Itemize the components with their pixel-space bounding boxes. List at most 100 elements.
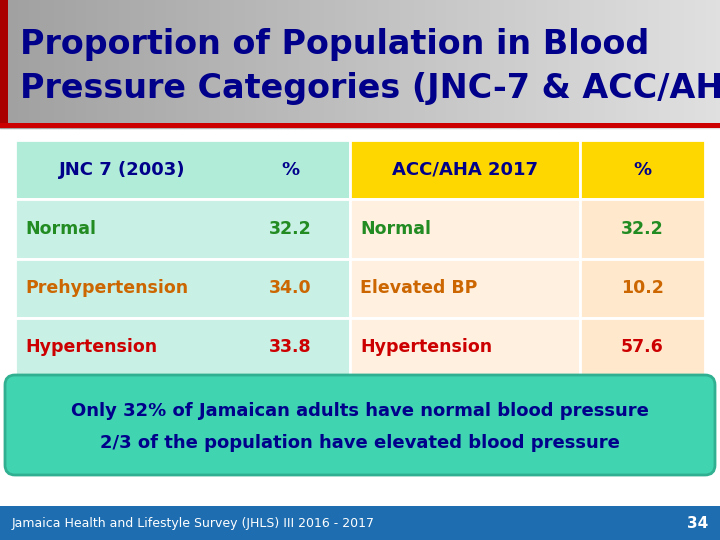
Bar [353, 0, 356, 128]
Bar [169, 0, 173, 128]
Bar [245, 0, 248, 128]
Bar [331, 0, 335, 128]
Text: 32.2: 32.2 [269, 220, 311, 238]
Bar [461, 0, 464, 128]
Bar [234, 0, 238, 128]
Bar [22, 0, 25, 128]
Bar [529, 0, 533, 128]
Bar [454, 0, 457, 128]
Bar [104, 0, 108, 128]
Bar [562, 0, 565, 128]
Bar [392, 0, 396, 128]
Bar [468, 0, 472, 128]
Bar [0, 506, 720, 540]
Bar [515, 0, 518, 128]
Bar [536, 0, 540, 128]
Bar [508, 0, 511, 128]
Bar [158, 0, 162, 128]
Bar [472, 0, 475, 128]
Bar [410, 0, 414, 128]
Bar [626, 0, 630, 128]
Bar [652, 0, 655, 128]
Bar [184, 0, 187, 128]
Bar [212, 0, 216, 128]
Bar [50, 0, 54, 128]
Bar [191, 0, 194, 128]
Bar [310, 0, 313, 128]
Bar [202, 0, 205, 128]
Bar [680, 0, 684, 128]
Bar [540, 0, 544, 128]
Bar [504, 0, 508, 128]
Bar [40, 0, 43, 128]
Bar [637, 0, 641, 128]
Bar [0, 0, 8, 128]
Bar [137, 0, 140, 128]
Bar [580, 140, 705, 199]
Bar [551, 0, 554, 128]
Bar [238, 0, 241, 128]
Bar [648, 0, 652, 128]
Bar [162, 0, 166, 128]
Bar [641, 0, 644, 128]
Bar [350, 140, 580, 199]
Bar [130, 0, 133, 128]
Bar [216, 0, 220, 128]
Bar [482, 0, 486, 128]
Text: 10.2: 10.2 [621, 279, 664, 297]
Bar [194, 0, 198, 128]
Bar [122, 0, 126, 128]
Bar [493, 0, 497, 128]
Bar [554, 0, 558, 128]
Bar [14, 0, 18, 128]
Bar [86, 0, 90, 128]
Bar [464, 0, 468, 128]
Bar [155, 0, 158, 128]
Bar [112, 0, 115, 128]
Bar [72, 0, 76, 128]
Bar [76, 0, 79, 128]
Bar [590, 0, 594, 128]
Text: JNC 7 (2003): JNC 7 (2003) [59, 160, 186, 179]
Text: 32.2: 32.2 [621, 220, 664, 238]
Bar [403, 0, 407, 128]
Bar [569, 0, 572, 128]
Text: Normal: Normal [25, 220, 96, 238]
Text: Jamaica Health and Lifestyle Survey (JHLS) III 2016 - 2017: Jamaica Health and Lifestyle Survey (JHL… [12, 516, 375, 530]
Bar [263, 0, 266, 128]
Bar [346, 0, 349, 128]
Bar [90, 0, 94, 128]
Bar [11, 0, 14, 128]
Bar [119, 0, 122, 128]
Bar [583, 0, 587, 128]
Bar [490, 0, 493, 128]
Bar [677, 0, 680, 128]
Bar [83, 0, 86, 128]
Bar [259, 0, 263, 128]
Bar [486, 0, 490, 128]
Bar [342, 0, 346, 128]
Bar [61, 0, 65, 128]
Bar [350, 318, 580, 377]
Bar [173, 0, 176, 128]
Bar [209, 0, 212, 128]
Bar [572, 0, 576, 128]
Bar [364, 0, 367, 128]
Bar [666, 0, 670, 128]
Bar [576, 0, 580, 128]
Bar [25, 0, 29, 128]
Bar [598, 0, 601, 128]
Text: Only 32% of Jamaican adults have normal blood pressure: Only 32% of Jamaican adults have normal … [71, 402, 649, 420]
Text: ACC/AHA 2017: ACC/AHA 2017 [392, 160, 538, 179]
Bar [32, 0, 36, 128]
Bar [630, 0, 634, 128]
Bar [400, 0, 403, 128]
Bar [4, 0, 7, 128]
Bar [558, 0, 562, 128]
Bar [299, 0, 302, 128]
Bar [500, 0, 504, 128]
Bar [292, 0, 295, 128]
Bar [324, 0, 328, 128]
Bar [684, 0, 688, 128]
Bar [644, 0, 648, 128]
